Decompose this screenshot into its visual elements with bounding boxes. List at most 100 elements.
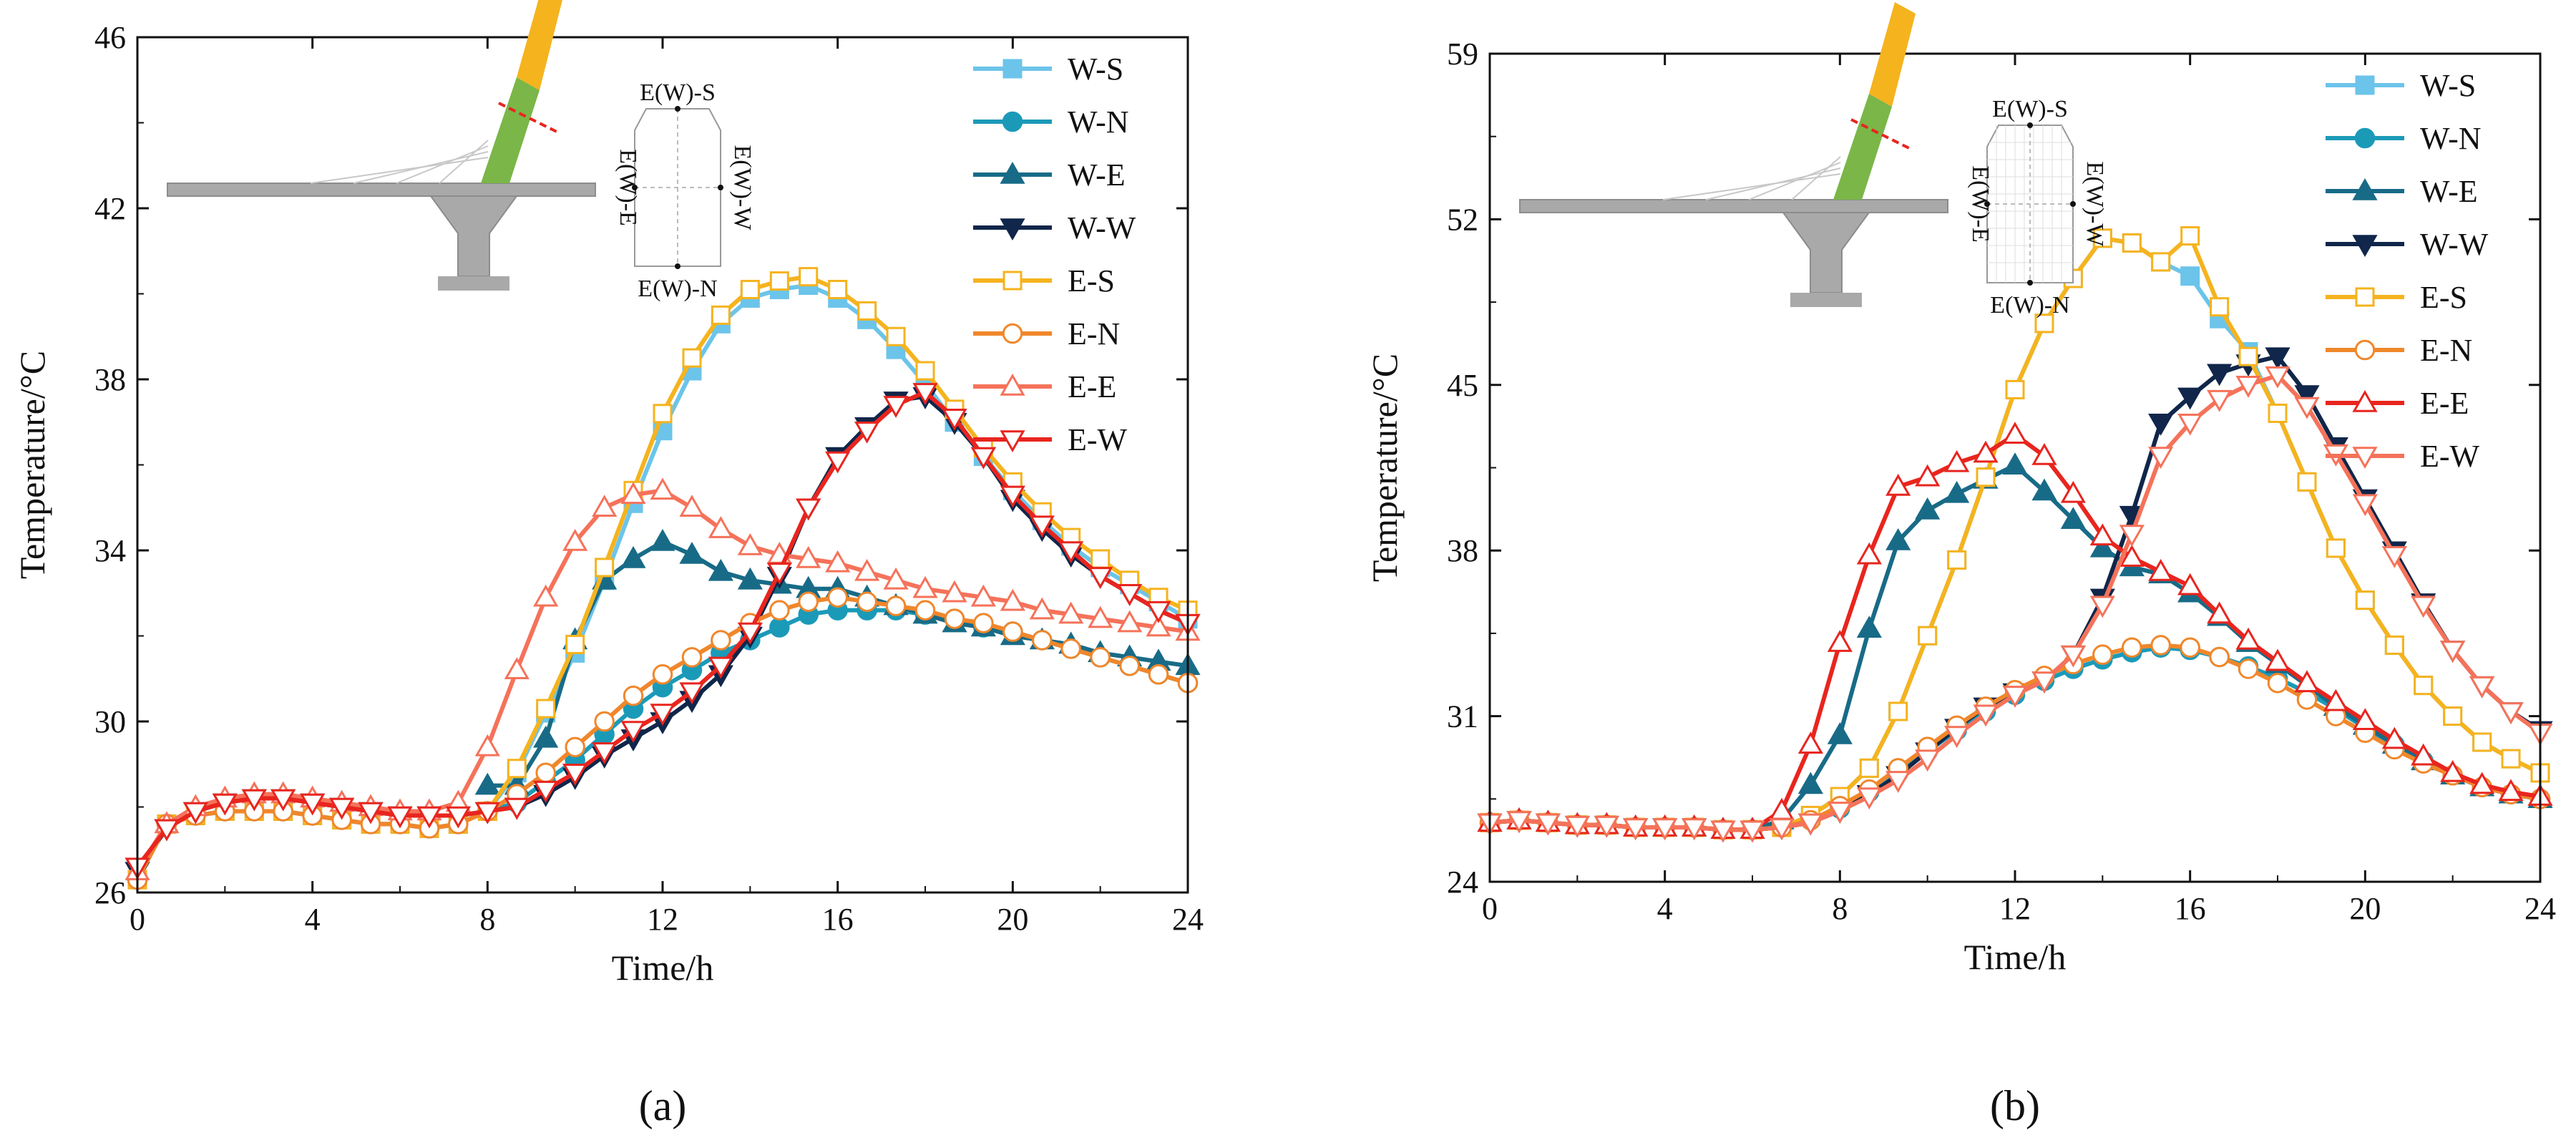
data-point-W-E: [620, 545, 646, 568]
y-tick-label: 52: [1447, 202, 1478, 237]
data-point-E-S: [595, 558, 615, 578]
data-point-E-N: [711, 630, 731, 651]
data-point-E-E: [912, 575, 938, 598]
legend-marker-E-E: [1000, 373, 1025, 396]
data-point-E-W: [2265, 366, 2290, 389]
data-point-E-N: [2209, 646, 2230, 668]
data-point-E-S: [2501, 749, 2521, 769]
data-point-W-E: [737, 567, 763, 590]
data-point-W-W: [2265, 347, 2290, 370]
data-point-E-E: [2177, 573, 2203, 595]
y-axis-label: Temperature/°C: [12, 351, 52, 579]
pylon-upper: [517, 0, 562, 90]
data-point-E-E: [737, 533, 763, 555]
data-point-E-W: [1944, 726, 1970, 749]
legend-marker-W-W: [1000, 218, 1025, 241]
y-tick-label: 34: [94, 533, 126, 568]
legend-entry-W-E: W-E: [2420, 174, 2478, 209]
legend-marker-W-N: [2354, 127, 2376, 149]
panel-label: (a): [639, 1082, 687, 1129]
inset-label-west: E(W)-W: [729, 145, 756, 231]
x-tick-label: 24: [1172, 902, 1204, 937]
data-point-E-S: [2472, 732, 2492, 752]
data-point-E-W: [182, 802, 208, 825]
data-point-E-S: [1859, 758, 1879, 778]
data-point-E-E: [970, 584, 996, 607]
measure-point: [2027, 280, 2033, 286]
data-point-E-W: [2294, 397, 2320, 419]
series-E-W: [1477, 366, 2553, 843]
data-point-E-S: [653, 404, 673, 424]
data-point-E-S: [2180, 226, 2200, 246]
y-tick-label: 38: [94, 362, 126, 397]
data-point-E-W: [825, 451, 851, 474]
data-point-E-N: [2296, 689, 2318, 710]
x-tick-label: 20: [2349, 891, 2381, 926]
data-point-W-W: [2148, 413, 2174, 436]
measure-point: [1984, 201, 1990, 207]
data-point-E-W: [533, 780, 559, 803]
data-point-E-W: [2352, 494, 2378, 517]
x-tick-label: 8: [1832, 891, 1848, 926]
data-point-E-W: [1915, 749, 1941, 772]
data-point-E-W: [737, 622, 763, 645]
legend-marker-E-N: [2354, 339, 2376, 361]
data-point-E-E: [1915, 464, 1941, 487]
data-point-E-N: [973, 613, 994, 633]
data-point-E-S: [2034, 313, 2054, 334]
x-tick-label: 0: [1482, 891, 1498, 926]
data-point-E-E: [883, 567, 909, 590]
bridge-pier: [429, 195, 518, 277]
data-point-E-E: [708, 516, 733, 538]
data-point-E-E: [1029, 597, 1055, 620]
data-point-E-W: [1973, 704, 1999, 727]
data-point-W-E: [1827, 722, 1853, 744]
data-point-E-N: [827, 587, 848, 608]
data-point-E-E: [796, 545, 821, 568]
data-point-E-N: [914, 600, 936, 621]
data-point-E-W: [445, 806, 471, 829]
data-point-E-W: [883, 396, 909, 418]
data-point-E-W: [708, 656, 733, 679]
data-point-W-E: [1797, 772, 1823, 794]
stay-cable: [1748, 162, 1841, 200]
data-point-E-W: [1769, 818, 1795, 840]
data-point-E-W: [970, 447, 996, 470]
data-point-E-E: [650, 477, 675, 500]
y-tick-label: 42: [94, 191, 126, 226]
data-point-E-W: [1088, 567, 1113, 589]
data-point-E-S: [799, 267, 819, 287]
data-point-E-E: [2381, 726, 2407, 749]
inset-label-east: E(W)-E: [1967, 165, 1994, 243]
data-point-E-S: [857, 301, 877, 321]
data-point-E-W: [329, 797, 355, 820]
data-point-E-S: [2238, 346, 2258, 366]
legend-entry-E-S: E-S: [1068, 263, 1115, 298]
data-point-E-W: [1827, 802, 1853, 824]
data-point-E-S: [565, 634, 585, 654]
y-tick-label: 59: [1447, 37, 1478, 72]
data-point-E-W: [416, 806, 442, 829]
data-point-E-S: [915, 361, 935, 381]
data-point-W-W: [2177, 387, 2203, 410]
legend-entry-W-N: W-N: [1068, 104, 1129, 140]
legend-entry-W-S: W-S: [1068, 52, 1123, 87]
data-point-E-W: [2089, 595, 2115, 618]
y-tick-label: 24: [1447, 865, 1478, 900]
data-point-E-E: [1827, 630, 1853, 652]
data-point-W-E: [679, 541, 705, 564]
data-point-E-N: [623, 685, 644, 706]
data-point-E-W: [2177, 413, 2203, 436]
data-point-E-S: [2326, 538, 2346, 558]
data-point-E-W: [1029, 515, 1055, 538]
data-point-W-E: [708, 558, 733, 581]
data-point-W-E: [2060, 507, 2086, 529]
legend-entry-W-W: W-W: [1068, 210, 1136, 245]
data-point-E-S: [1091, 549, 1111, 569]
data-point-W-E: [2031, 478, 2057, 501]
data-point-E-W: [1623, 818, 1649, 840]
data-point-E-W: [562, 763, 588, 786]
data-point-E-W: [1058, 541, 1084, 564]
data-point-E-E: [2002, 422, 2028, 444]
y-tick-label: 26: [94, 875, 126, 910]
